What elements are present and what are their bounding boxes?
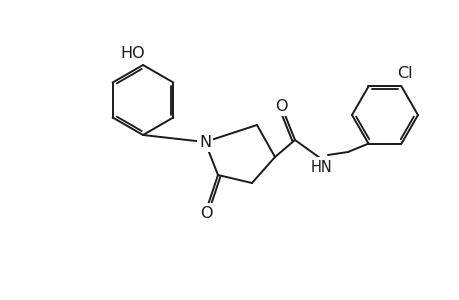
Text: O: O [199, 206, 212, 220]
Text: HO: HO [120, 46, 145, 61]
Text: N: N [198, 134, 211, 149]
Text: HN: HN [310, 160, 332, 175]
Text: O: O [274, 98, 286, 113]
Text: Cl: Cl [396, 66, 411, 81]
